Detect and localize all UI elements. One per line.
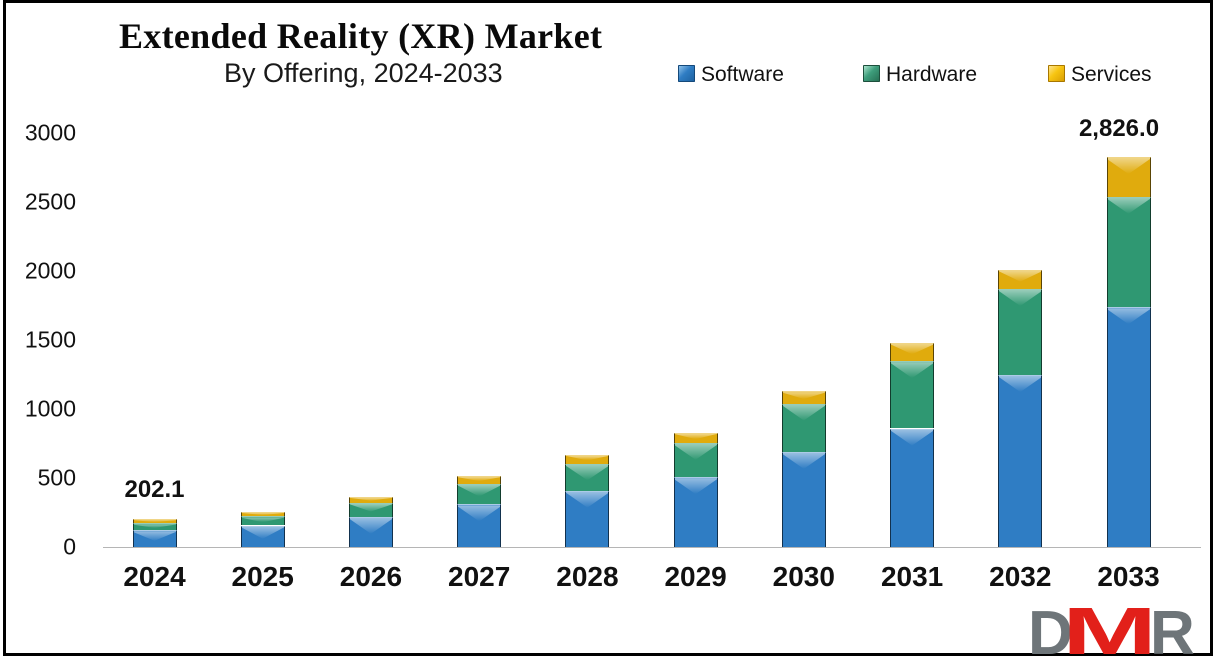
svg-text:M: M [1062,601,1152,667]
svg-text:R: R [1150,601,1194,667]
